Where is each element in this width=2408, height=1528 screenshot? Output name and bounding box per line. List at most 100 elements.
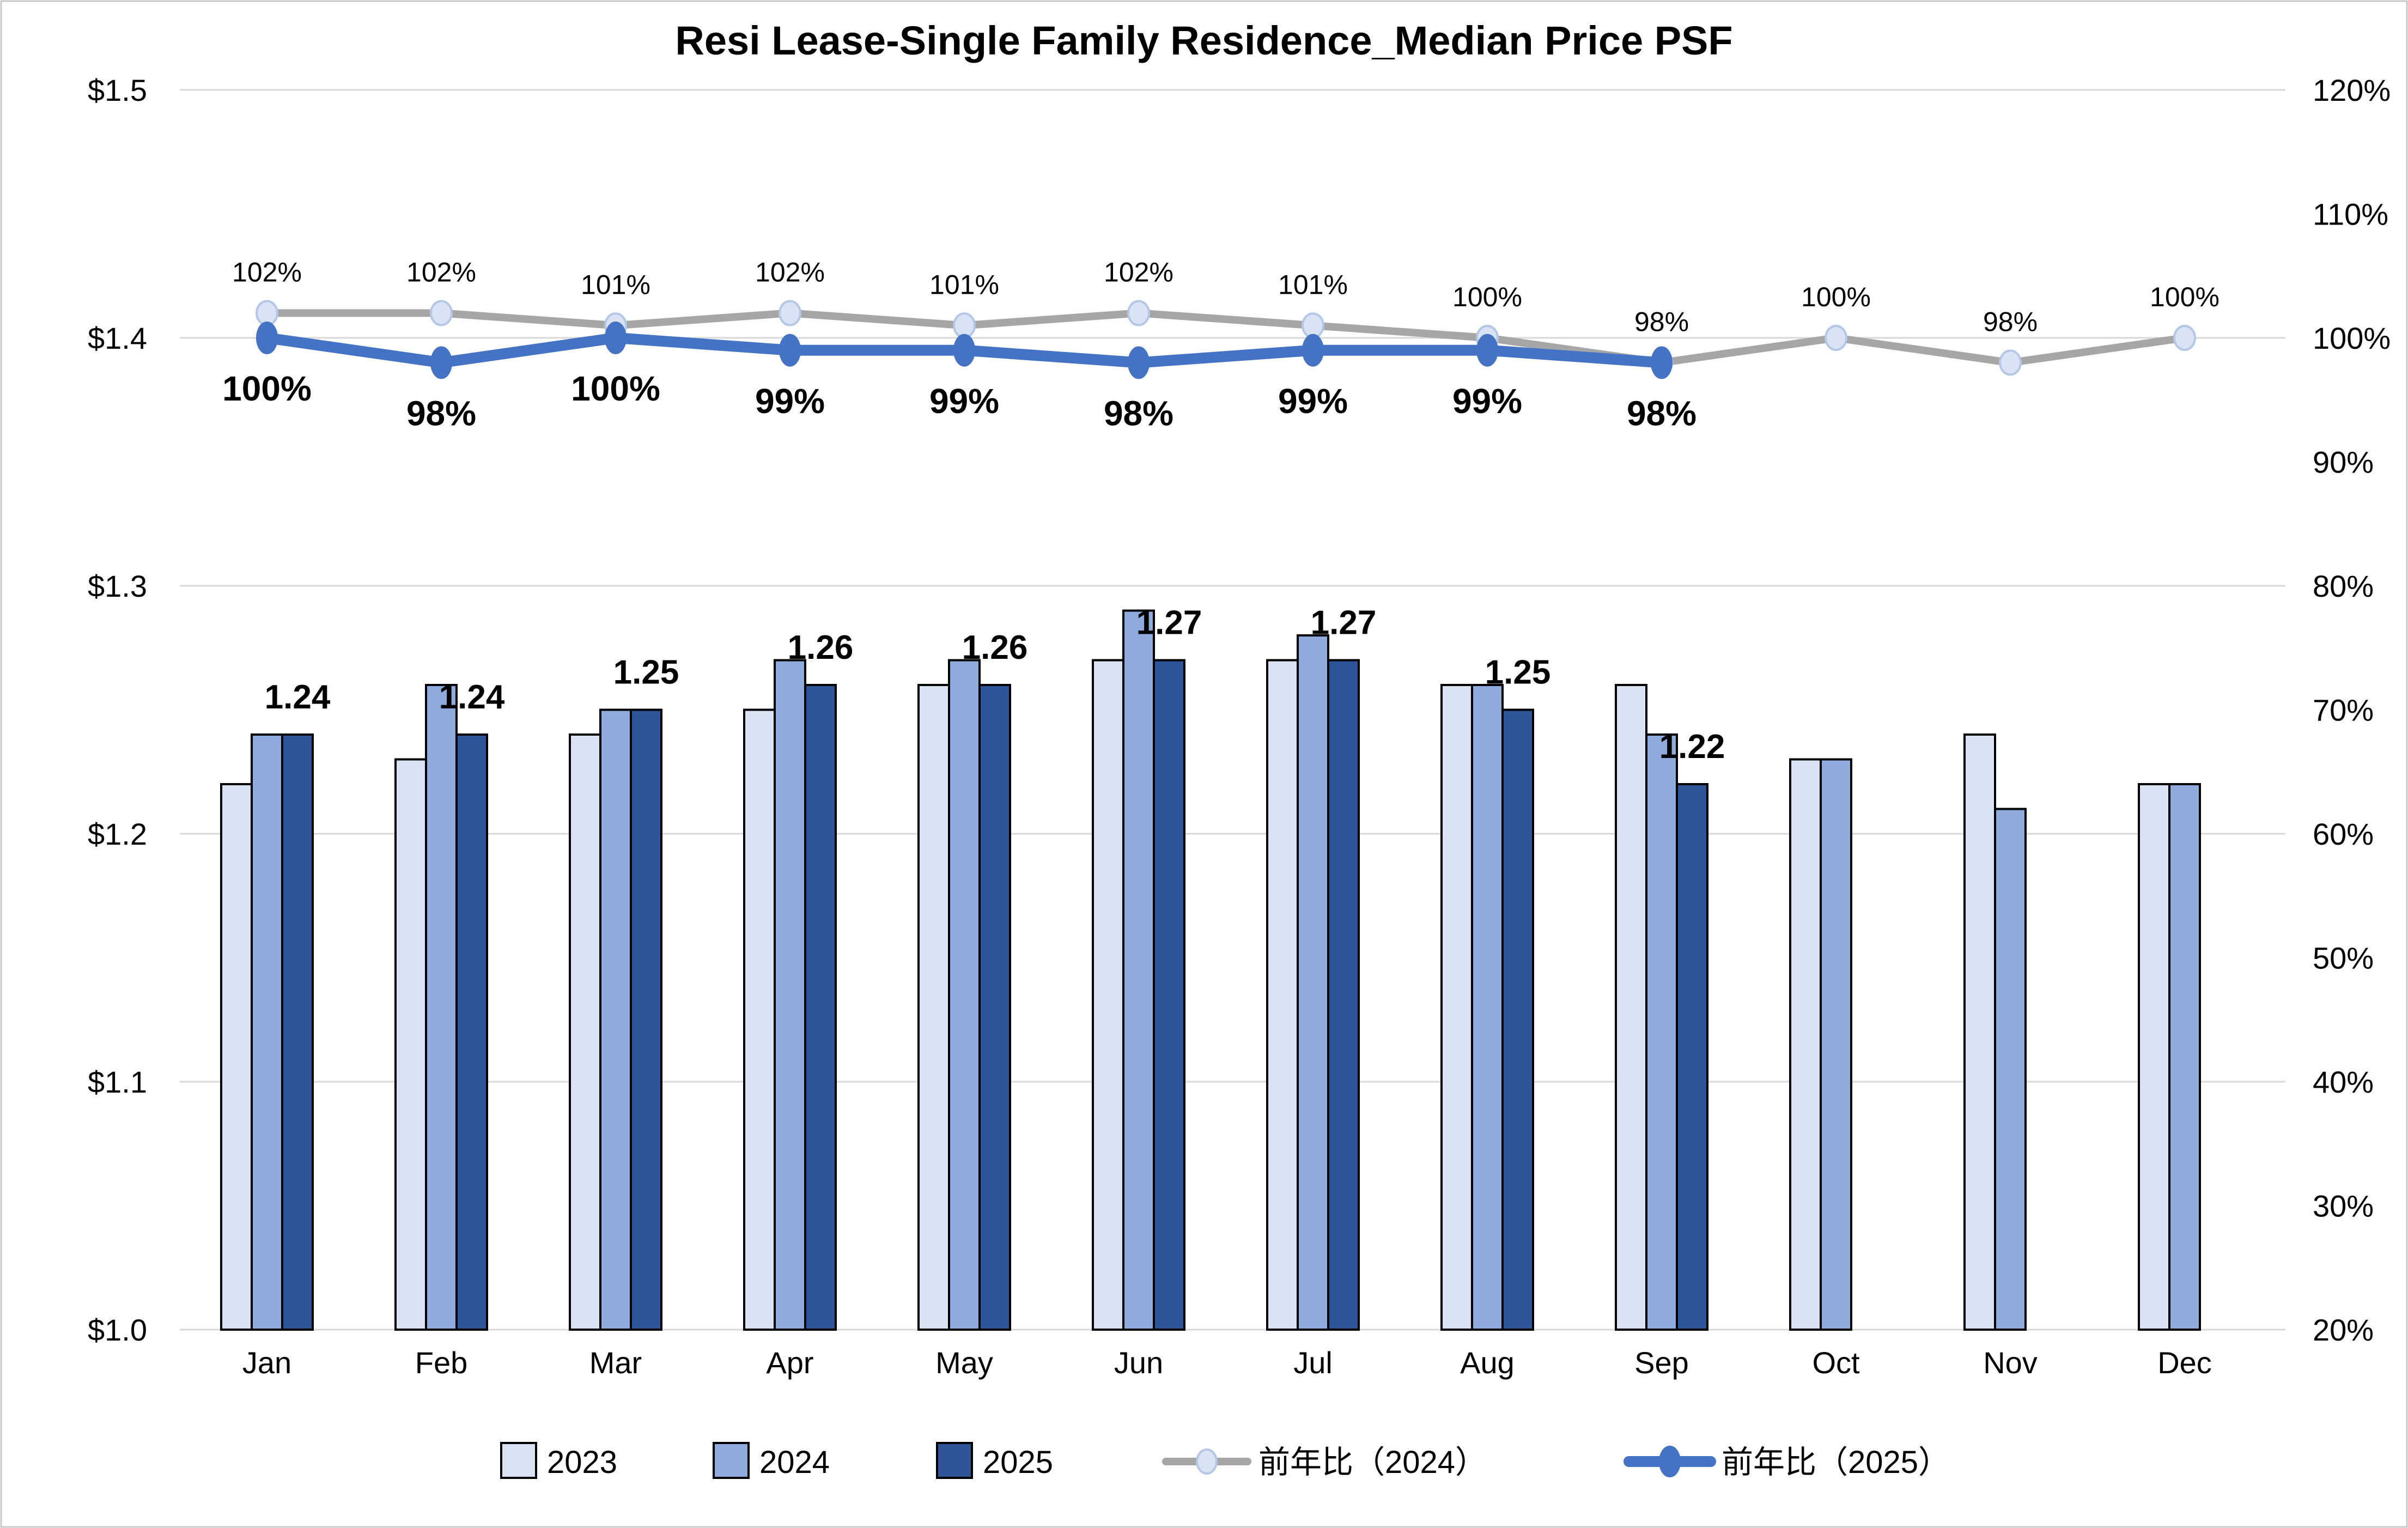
bar-series-group (220, 609, 2201, 1331)
bar-2025-jul (1327, 659, 1360, 1331)
bar-2023-sep (1615, 684, 1647, 1331)
y-right-tick-label: 120% (2313, 73, 2391, 107)
x-tick-label-aug: Aug (1460, 1345, 1515, 1380)
y-right-tick-label: 50% (2313, 941, 2374, 975)
marker-前年比（2025）-sep (1651, 346, 1673, 379)
x-tick-label-jan: Jan (242, 1345, 291, 1380)
line-data-labels: 102% 102% 101% 102% 101% 102% 101% 100% 98% 100% 9… (222, 257, 2220, 433)
bar-2024-apr (774, 659, 806, 1331)
line-label-前年比（2024）-jul: 101% (1278, 269, 1348, 300)
y-right-tick-label: 40% (2313, 1065, 2374, 1099)
y-left-tick-label: $1.5 (88, 73, 147, 107)
line-前年比（2024） (263, 309, 2188, 367)
line-label-前年比（2025）-jun: 98% (1104, 394, 1173, 433)
bar-2025-jan (281, 733, 314, 1331)
bar-2024-jul (1297, 634, 1329, 1331)
y-right-tick-label: 60% (2313, 817, 2374, 851)
bar-label-2025-aug: 1.25 (1485, 654, 1551, 692)
line-label-前年比（2025）-may: 99% (929, 381, 999, 421)
marker-前年比（2025）-may (953, 334, 975, 367)
bar-2025-apr (804, 684, 837, 1331)
marker-前年比（2024）-feb (430, 300, 453, 326)
line-label-前年比（2025）-sep: 98% (1627, 394, 1696, 433)
x-tick-label-sep: Sep (1634, 1345, 1689, 1380)
bar-2024-mar (599, 708, 632, 1331)
marker-前年比（2025）-jun (1128, 346, 1150, 379)
bar-2023-feb (394, 758, 427, 1331)
bar-2023-mar (569, 733, 601, 1331)
line-label-前年比（2024）-apr: 102% (755, 257, 825, 288)
line-label-前年比（2024）-may: 101% (929, 269, 999, 300)
line-label-前年比（2024）-feb: 102% (406, 257, 476, 288)
legend-line-marker (1659, 1446, 1681, 1477)
legend-item-yoy-2024: 前年比（2024） (1162, 1445, 1487, 1480)
line-series-group (256, 300, 2196, 379)
y-axis-right-ticks: 120% 110% 100% 90% 80% 70% 60% 50% 40% 30% 20% (2313, 73, 2391, 1347)
x-tick-label-apr: Apr (766, 1345, 813, 1380)
marker-前年比（2024）-oct (1825, 325, 1847, 351)
line-label-前年比（2024）-aug: 100% (1452, 282, 1522, 312)
gridlines (180, 89, 2285, 1331)
bar-2024-aug (1471, 684, 1504, 1331)
marker-前年比（2024）-may (953, 312, 976, 339)
line-label-前年比（2025）-jul: 99% (1278, 381, 1348, 421)
bar-2023-jan (220, 783, 253, 1331)
line-label-前年比（2025）-feb: 98% (406, 394, 476, 433)
bar-label-2025-jul: 1.27 (1311, 604, 1377, 642)
bar-label-2025-mar: 1.25 (613, 654, 679, 692)
y-left-tick-label: $1.0 (88, 1313, 147, 1347)
line-label-前年比（2024）-mar: 101% (581, 269, 650, 300)
bar-2023-dec (2138, 783, 2170, 1331)
marker-前年比（2025）-mar (605, 322, 627, 354)
bar-2025-sep (1676, 783, 1708, 1331)
legend-swatch-2024 (713, 1442, 750, 1479)
x-tick-label-jun: Jun (1114, 1345, 1163, 1380)
legend-item-2023: 2023 (500, 1442, 617, 1480)
y-left-tick-label: $1.2 (88, 817, 147, 851)
bar-2024-oct (1820, 758, 1852, 1331)
y-axis-left-ticks: $1.5 $1.4 $1.3 $1.2 $1.1 $1.0 (88, 73, 147, 1347)
y-right-tick-label: 70% (2313, 693, 2374, 727)
legend-item-2025: 2025 (936, 1442, 1053, 1480)
line-label-前年比（2024）-jun: 102% (1104, 257, 1173, 288)
x-tick-label-dec: Dec (2157, 1345, 2212, 1380)
y-right-tick-label: 30% (2313, 1189, 2374, 1223)
line-label-前年比（2025）-jan: 100% (222, 369, 312, 408)
bar-label-2025-may: 1.26 (962, 629, 1028, 666)
bar-2024-jun (1122, 609, 1155, 1331)
line-label-前年比（2025）-aug: 99% (1452, 381, 1522, 421)
y-right-tick-label: 100% (2313, 321, 2391, 355)
legend-label: 前年比（2025） (1722, 1445, 1950, 1480)
marker-前年比（2024）-nov (1999, 349, 2022, 376)
line-label-前年比（2025）-apr: 99% (755, 381, 825, 421)
bar-label-2025-feb: 1.24 (439, 678, 505, 716)
bar-label-2025-jan: 1.24 (265, 678, 331, 716)
bar-label-2025-apr: 1.26 (788, 629, 854, 666)
line-label-前年比（2024）-dec: 100% (2150, 282, 2220, 312)
line-label-前年比（2025）-mar: 100% (571, 369, 660, 408)
x-axis-ticks: Jan Feb Mar Apr May Jun Jul Aug Sep Oct Nov Dec (242, 1345, 2212, 1380)
legend: 2023 2024 2025 前年比（2024） 前年比（2025） (500, 1442, 1950, 1480)
marker-前年比（2024）-dec (2173, 325, 2196, 351)
y-left-tick-label: $1.1 (88, 1065, 147, 1099)
bar-2023-may (917, 684, 950, 1331)
bar-label-2025-jun: 1.27 (1136, 604, 1202, 642)
bar-2024-may (948, 659, 981, 1331)
line-label-前年比（2024）-oct: 100% (1801, 282, 1871, 312)
marker-前年比（2024）-jun (1127, 300, 1150, 326)
marker-前年比（2025）-feb (430, 346, 452, 379)
legend-label: 前年比（2024） (1258, 1445, 1487, 1480)
marker-前年比（2024）-jan (256, 300, 278, 326)
y-right-tick-label: 110% (2313, 197, 2388, 232)
line-label-前年比（2024）-nov: 98% (1983, 307, 2038, 337)
legend-item-yoy-2025: 前年比（2025） (1623, 1445, 1950, 1480)
legend-swatch-2025 (936, 1442, 973, 1479)
y-right-tick-label: 20% (2313, 1313, 2374, 1347)
y-right-tick-label: 90% (2313, 445, 2374, 480)
marker-前年比（2025）-apr (779, 334, 801, 367)
line-label-前年比（2024）-sep: 98% (1634, 307, 1689, 337)
bar-2024-dec (2168, 783, 2201, 1331)
legend-label: 2025 (983, 1445, 1053, 1480)
